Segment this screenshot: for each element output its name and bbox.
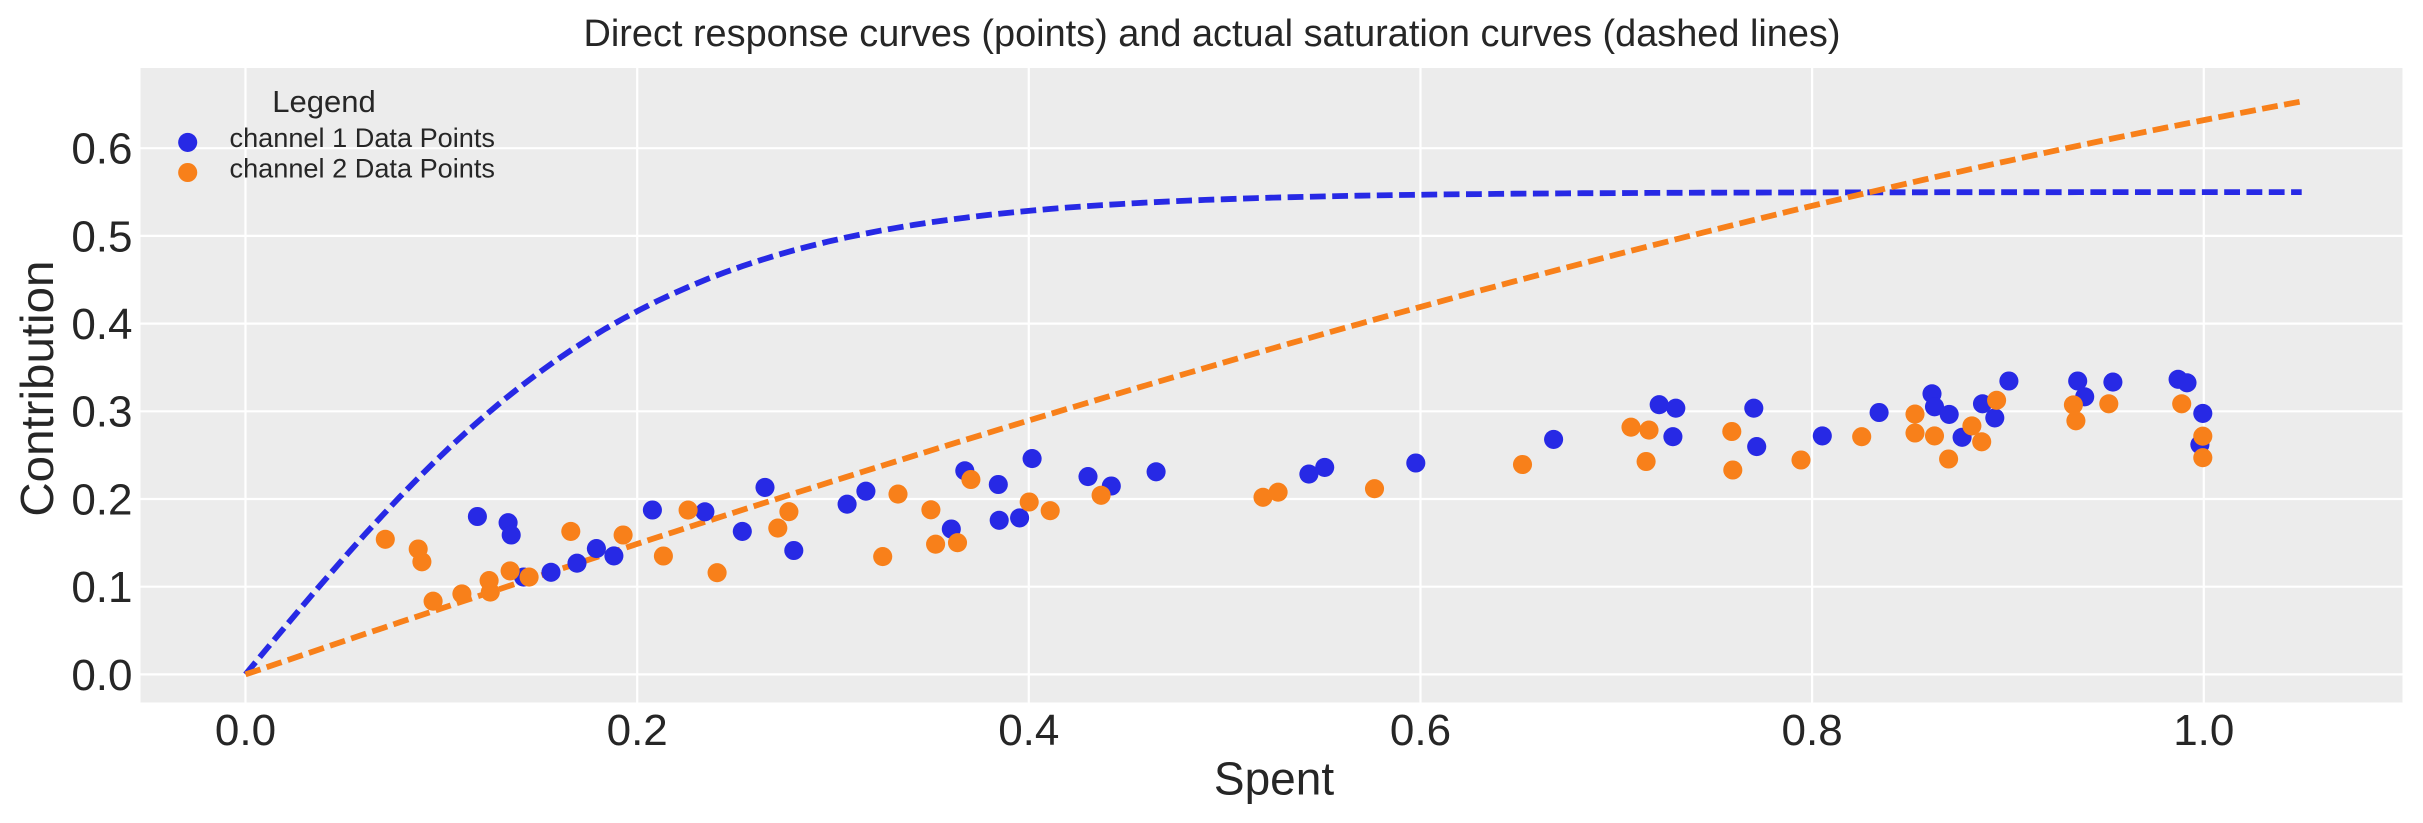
svg-text:0.4: 0.4 — [71, 300, 132, 349]
svg-text:0.6: 0.6 — [71, 125, 132, 174]
svg-text:0.5: 0.5 — [71, 212, 132, 261]
svg-text:0.0: 0.0 — [215, 706, 276, 755]
svg-text:Legend: Legend — [272, 84, 375, 119]
svg-text:0.4: 0.4 — [998, 706, 1059, 755]
svg-text:channel 1 Data Points: channel 1 Data Points — [230, 123, 496, 153]
svg-text:0.2: 0.2 — [607, 706, 668, 755]
svg-text:Spent: Spent — [1214, 753, 1334, 805]
svg-text:Contribution: Contribution — [11, 261, 63, 517]
svg-text:0.3: 0.3 — [71, 388, 132, 437]
svg-text:0.0: 0.0 — [71, 651, 132, 700]
svg-text:0.1: 0.1 — [71, 563, 132, 612]
svg-text:0.2: 0.2 — [71, 475, 132, 524]
svg-text:channel 2 Data Points: channel 2 Data Points — [230, 153, 496, 183]
svg-text:Direct response curves (points: Direct response curves (points) and actu… — [584, 13, 1841, 55]
svg-text:1.0: 1.0 — [2173, 706, 2234, 755]
svg-text:0.6: 0.6 — [1390, 706, 1451, 755]
svg-text:0.8: 0.8 — [1782, 706, 1843, 755]
